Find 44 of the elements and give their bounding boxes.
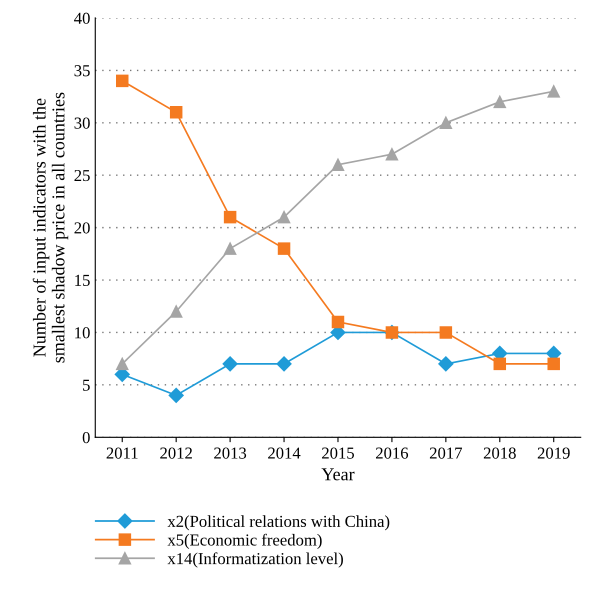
point xyxy=(494,358,506,370)
point xyxy=(278,210,290,224)
legend-label: x5(Economic freedom) xyxy=(168,534,322,549)
y-tick-label: 40 xyxy=(74,12,90,24)
point xyxy=(494,96,506,108)
y-tick-label: 5 xyxy=(83,380,90,391)
y-tick-label: 10 xyxy=(75,327,90,338)
x-tick-label: 2015 xyxy=(322,447,354,459)
point xyxy=(278,242,290,255)
point xyxy=(222,356,238,372)
point xyxy=(440,326,452,339)
point xyxy=(440,116,452,130)
x-tick-label: 2018 xyxy=(484,447,516,459)
point xyxy=(224,210,236,224)
point xyxy=(332,316,344,328)
point xyxy=(386,148,398,160)
point xyxy=(276,356,292,372)
y-tick-label: 0 xyxy=(82,432,90,444)
point xyxy=(332,158,344,171)
x-tick-label: 2014 xyxy=(268,447,300,459)
point xyxy=(547,85,560,98)
x-tick-label: 2019 xyxy=(538,447,570,459)
x-tick-label: 2011 xyxy=(106,447,138,459)
point xyxy=(224,242,236,255)
x-tick-label: 2016 xyxy=(376,447,408,459)
point xyxy=(168,388,184,403)
point xyxy=(116,74,128,88)
point xyxy=(170,305,182,318)
point xyxy=(170,106,182,119)
x-tick-label: 2013 xyxy=(214,447,246,459)
y-tick-label: 35 xyxy=(74,65,90,76)
legend-label: x2(Political relations with China) xyxy=(168,515,390,530)
point xyxy=(547,358,560,370)
point xyxy=(116,358,128,370)
y-tick-label: 20 xyxy=(74,222,90,234)
x-tick-label: 2017 xyxy=(430,447,462,459)
y-tick-label: 25 xyxy=(74,170,90,182)
y-tick-label: 30 xyxy=(74,117,90,129)
legend-label: x14(Informatization level) xyxy=(168,552,343,568)
x-tick-label: 2012 xyxy=(160,447,192,459)
y-axis-title: Number of input indicators with the smallest shadow price in all countries xyxy=(32,92,68,363)
point xyxy=(438,356,454,372)
y-tick-label: 15 xyxy=(75,274,90,286)
x-axis-title: Year xyxy=(322,468,354,480)
